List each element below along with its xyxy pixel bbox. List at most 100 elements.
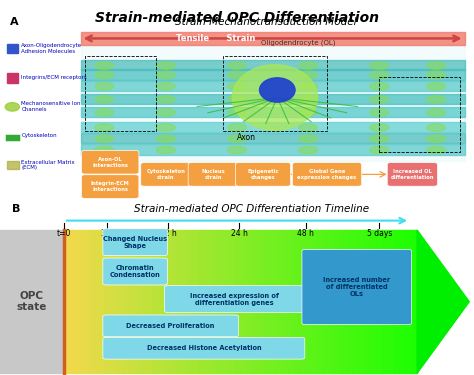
Ellipse shape — [156, 124, 175, 131]
Bar — [311, 230, 317, 373]
FancyBboxPatch shape — [82, 150, 139, 174]
Text: OPC
state: OPC state — [17, 291, 47, 312]
Ellipse shape — [228, 109, 246, 116]
Ellipse shape — [95, 82, 114, 90]
Text: Axon-OL
interactions: Axon-OL interactions — [92, 157, 128, 168]
Bar — [164, 230, 170, 373]
FancyBboxPatch shape — [103, 229, 167, 256]
Ellipse shape — [427, 71, 446, 79]
Bar — [135, 230, 140, 373]
Text: t=0: t=0 — [57, 229, 71, 238]
Ellipse shape — [370, 62, 389, 69]
Ellipse shape — [427, 62, 446, 69]
Bar — [70, 230, 76, 373]
Bar — [358, 230, 364, 373]
Ellipse shape — [427, 146, 446, 154]
Ellipse shape — [228, 62, 246, 69]
Text: Integrin-ECM
interactions: Integrin-ECM interactions — [91, 181, 129, 192]
Ellipse shape — [95, 135, 114, 142]
Text: Epigenetic
changes: Epigenetic changes — [247, 169, 279, 180]
Text: Decreased Histone Acetylation: Decreased Histone Acetylation — [146, 345, 261, 351]
Bar — [264, 230, 270, 373]
Bar — [88, 230, 93, 373]
Text: Decreased Proliferation: Decreased Proliferation — [127, 323, 215, 329]
Ellipse shape — [370, 96, 389, 103]
Bar — [170, 230, 176, 373]
Text: Increased OL
differentiation: Increased OL differentiation — [391, 169, 434, 180]
Ellipse shape — [156, 146, 175, 154]
Bar — [393, 230, 400, 373]
Bar — [323, 230, 329, 373]
Bar — [117, 230, 123, 373]
Ellipse shape — [299, 109, 318, 116]
FancyBboxPatch shape — [103, 258, 167, 285]
Ellipse shape — [370, 82, 389, 90]
Bar — [270, 230, 276, 373]
FancyBboxPatch shape — [82, 175, 139, 198]
Ellipse shape — [259, 78, 295, 102]
Ellipse shape — [95, 146, 114, 154]
FancyBboxPatch shape — [164, 286, 305, 312]
Bar — [81, 144, 465, 154]
Bar — [379, 77, 460, 152]
Bar — [370, 230, 376, 373]
FancyBboxPatch shape — [141, 163, 191, 186]
Ellipse shape — [5, 103, 19, 111]
Bar — [229, 230, 235, 373]
Bar — [76, 230, 82, 373]
Text: Extracellular Matrix
(ECM): Extracellular Matrix (ECM) — [21, 160, 75, 170]
Ellipse shape — [95, 109, 114, 116]
Text: Strain-mediated OPC Differentiation: Strain-mediated OPC Differentiation — [95, 10, 379, 24]
Text: Strain-mediated OPC Differentiation Timeline: Strain-mediated OPC Differentiation Time… — [134, 204, 369, 214]
Bar — [364, 230, 370, 373]
Bar — [158, 230, 164, 373]
Text: Axon-Oligodendrocyte
Adhesion Molecules: Axon-Oligodendrocyte Adhesion Molecules — [21, 44, 82, 54]
Bar — [105, 230, 111, 373]
FancyBboxPatch shape — [103, 315, 238, 337]
Text: Changed Nucleus
Shape: Changed Nucleus Shape — [103, 236, 167, 249]
Text: Cytoskeleton: Cytoskeleton — [21, 134, 57, 138]
FancyBboxPatch shape — [236, 163, 291, 186]
Bar — [193, 230, 200, 373]
Ellipse shape — [228, 96, 246, 103]
Ellipse shape — [299, 82, 318, 90]
Ellipse shape — [95, 124, 114, 131]
Ellipse shape — [370, 135, 389, 142]
FancyBboxPatch shape — [387, 163, 438, 186]
Bar — [7, 73, 18, 82]
Ellipse shape — [299, 146, 318, 154]
Ellipse shape — [299, 62, 318, 69]
Ellipse shape — [427, 109, 446, 116]
Text: 12 h: 12 h — [160, 229, 177, 238]
Bar — [82, 230, 88, 373]
Ellipse shape — [156, 96, 175, 103]
Bar — [81, 107, 465, 117]
Bar — [329, 230, 335, 373]
Ellipse shape — [228, 146, 246, 154]
Ellipse shape — [228, 82, 246, 90]
Bar — [200, 230, 205, 373]
Ellipse shape — [370, 124, 389, 131]
Ellipse shape — [156, 62, 175, 69]
Ellipse shape — [370, 146, 389, 154]
Bar — [176, 230, 182, 373]
Text: 3 h: 3 h — [100, 229, 113, 238]
Bar — [352, 230, 358, 373]
Bar — [182, 230, 188, 373]
Ellipse shape — [299, 96, 318, 103]
Bar — [223, 56, 327, 131]
Bar — [276, 230, 282, 373]
Text: Integrins/ECM receptors: Integrins/ECM receptors — [21, 75, 87, 80]
Bar — [129, 230, 135, 373]
Bar — [81, 60, 465, 70]
Text: Oligodendrocyte (OL): Oligodendrocyte (OL) — [261, 39, 336, 46]
Ellipse shape — [95, 62, 114, 69]
Text: Mechanosensitive Ion
Channels: Mechanosensitive Ion Channels — [21, 102, 81, 112]
Ellipse shape — [156, 82, 175, 90]
Text: 24 h: 24 h — [231, 229, 248, 238]
Ellipse shape — [299, 124, 318, 131]
Bar — [341, 230, 346, 373]
Bar — [7, 161, 19, 169]
Text: Cytoskeleton
strain: Cytoskeleton strain — [146, 169, 185, 180]
Bar — [317, 230, 323, 373]
